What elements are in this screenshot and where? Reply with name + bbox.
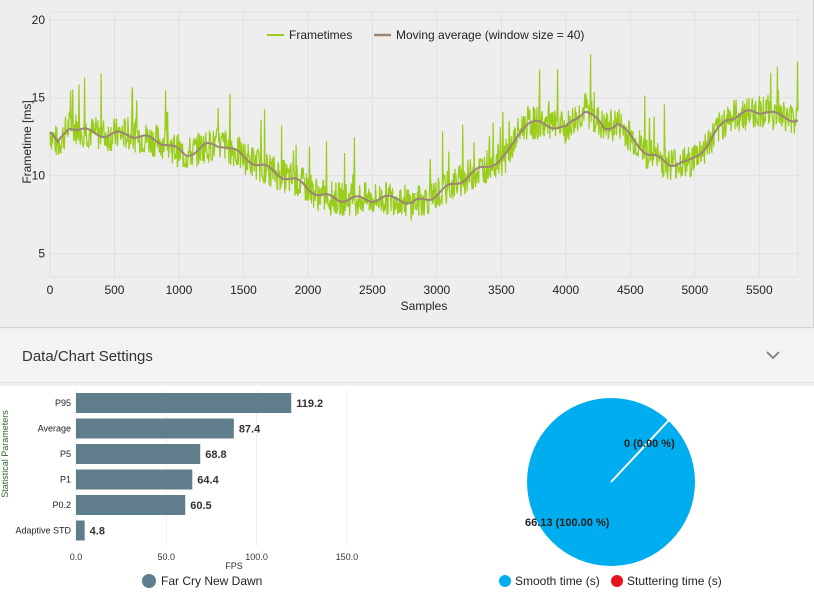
bar-x-tick-label: 150.0 xyxy=(336,552,359,562)
frametimes-series-line xyxy=(49,54,799,221)
y-tick-label: 20 xyxy=(32,13,46,27)
stuttering-time-legend-label: Stuttering time (s) xyxy=(627,574,722,588)
y-tick-label: 5 xyxy=(38,247,45,261)
stuttering-time-legend-swatch xyxy=(611,575,623,587)
stuttering-slice-label: 0 (0.00 %) xyxy=(624,438,675,450)
frametime-chart-panel: 0 500 1000 1500 2000 2500 3000 3500 4000 4500 5000… xyxy=(0,0,814,328)
frametime-legend: Frametimes Moving average (window size =… xyxy=(267,28,584,42)
x-tick-label: 1500 xyxy=(230,283,257,297)
statistical-parameters-bar-chart: P95 Average P5 P1 P0.2 Adaptive STD 119.2 87.4… xyxy=(0,390,358,588)
statistic-bar xyxy=(76,444,201,464)
smooth-time-legend-label: Smooth time (s) xyxy=(515,574,600,588)
x-tick-label: 0 xyxy=(47,283,54,297)
statistic-bar xyxy=(76,495,186,515)
x-tick-label: 5500 xyxy=(746,283,773,297)
bar-y-axis-label: Statistical Parameters xyxy=(0,410,10,498)
x-tick-label: 2000 xyxy=(295,283,322,297)
x-tick-label: 2500 xyxy=(359,283,386,297)
chevron-down-icon[interactable] xyxy=(764,348,782,362)
bar-x-axis-label: FPS xyxy=(225,561,243,571)
bar-value-label: 119.2 xyxy=(296,398,323,410)
bar-value-label: 68.8 xyxy=(205,449,226,461)
x-tick-label: 500 xyxy=(104,283,124,297)
bar-x-tick-label: 50.0 xyxy=(158,552,176,562)
moving-average-legend-label: Moving average (window size = 40) xyxy=(396,28,584,42)
x-tick-label: 3000 xyxy=(424,283,451,297)
y-tick-label: 15 xyxy=(32,91,46,105)
x-axis-label: Samples xyxy=(401,299,448,313)
bar-category-label: P95 xyxy=(55,398,71,408)
bar-category-label: Adaptive STD xyxy=(15,526,71,536)
far-cry-legend-label: Far Cry New Dawn xyxy=(161,574,262,588)
bar-x-tick-label: 100.0 xyxy=(245,552,268,562)
y-axis-label: Frametime [ms] xyxy=(20,100,34,183)
bar-value-label: 60.5 xyxy=(190,500,211,512)
bar-category-label: Average xyxy=(38,424,71,434)
x-tick-label: 4000 xyxy=(553,283,580,297)
smooth-slice-label: 66.13 (100.00 %) xyxy=(525,517,610,529)
y-tick-label: 10 xyxy=(32,169,46,183)
bar-x-tick-label: 0.0 xyxy=(70,552,83,562)
statistic-bar xyxy=(76,418,234,439)
data-chart-settings-expander[interactable]: Data/Chart Settings xyxy=(0,330,814,383)
smooth-time-legend-swatch xyxy=(499,575,511,587)
stutter-pie-chart: 0 (0.00 %) 66.13 (100.00 %) Smooth time … xyxy=(499,398,722,588)
far-cry-legend-swatch xyxy=(142,574,156,588)
statistic-bar xyxy=(76,520,85,541)
x-tick-label: 5000 xyxy=(681,283,708,297)
x-tick-label: 3500 xyxy=(488,283,515,297)
x-tick-label: 4500 xyxy=(617,283,644,297)
moving-average-series-line xyxy=(49,109,799,205)
bar-category-label: P5 xyxy=(60,449,71,459)
statistics-panel: P95 Average P5 P1 P0.2 Adaptive STD 119.2 87.4… xyxy=(0,386,814,597)
settings-title: Data/Chart Settings xyxy=(22,348,153,365)
frametime-chart: 0 500 1000 1500 2000 2500 3000 3500 4000 4500 5000… xyxy=(20,11,799,313)
statistics-charts: P95 Average P5 P1 P0.2 Adaptive STD 119.2 87.4… xyxy=(0,390,722,588)
bar-value-label: 87.4 xyxy=(239,424,261,436)
bar-value-label: 64.4 xyxy=(197,475,219,487)
frametimes-legend-label: Frametimes xyxy=(289,28,352,42)
bar-value-label: 4.8 xyxy=(90,526,105,538)
statistic-bar xyxy=(76,393,292,413)
bar-category-label: P0.2 xyxy=(52,500,71,510)
x-tick-label: 1000 xyxy=(166,283,193,297)
bar-category-label: P1 xyxy=(60,475,71,485)
stuttering-time-slice xyxy=(610,418,671,483)
statistic-bar xyxy=(76,469,193,490)
